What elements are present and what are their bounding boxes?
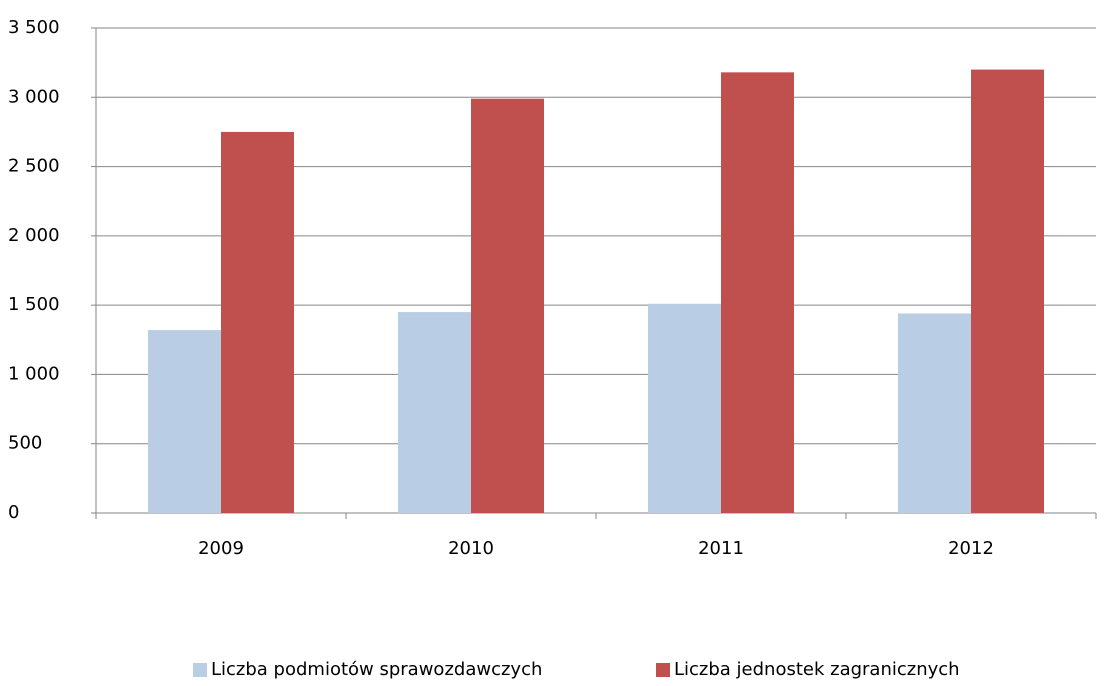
- x-tick-label: 2012: [948, 538, 994, 559]
- x-tick-label: 2010: [448, 538, 494, 559]
- legend-label: Liczba podmiotów sprawozdawczych: [211, 659, 542, 680]
- y-tick-label: 2 000: [8, 225, 60, 246]
- bar: [398, 312, 471, 513]
- y-tick-label: 0: [8, 502, 19, 523]
- bar: [471, 98, 544, 514]
- legend-label: Liczba jednostek zagranicznych: [674, 659, 960, 680]
- bar: [971, 69, 1044, 514]
- y-tick-label: 1 000: [8, 363, 60, 384]
- y-tick-label: 1 500: [8, 294, 60, 315]
- bar: [148, 330, 221, 513]
- x-tick-label: 2011: [698, 538, 744, 559]
- bar: [648, 303, 721, 513]
- x-tick-label: 2009: [198, 538, 244, 559]
- bar: [721, 72, 794, 513]
- legend-swatch: [193, 663, 207, 677]
- bar: [898, 313, 971, 513]
- y-tick-label: 3 000: [8, 86, 60, 107]
- y-tick-label: 500: [8, 433, 42, 454]
- y-tick-label: 3 500: [8, 17, 60, 38]
- y-tick-label: 2 500: [8, 156, 60, 177]
- legend-swatch: [656, 663, 670, 677]
- bar: [221, 131, 294, 513]
